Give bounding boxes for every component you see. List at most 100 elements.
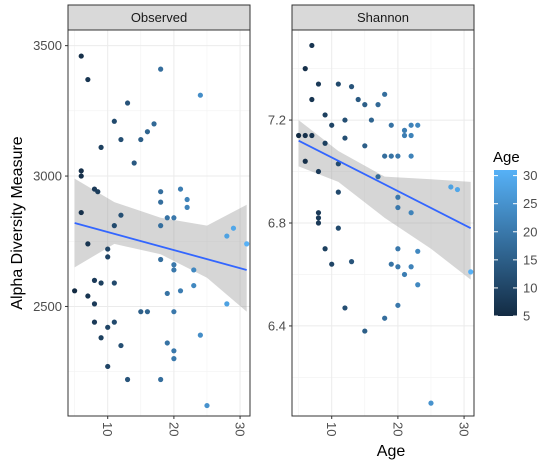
data-point bbox=[395, 153, 401, 159]
data-point bbox=[95, 189, 101, 195]
data-point bbox=[111, 223, 117, 229]
data-point bbox=[408, 264, 414, 270]
data-point bbox=[204, 402, 210, 409]
legend-tick-label: 10 bbox=[523, 280, 537, 295]
data-point bbox=[315, 220, 322, 226]
data-point bbox=[124, 100, 131, 106]
data-point bbox=[78, 168, 84, 174]
legend-colorbar bbox=[494, 170, 517, 316]
data-point bbox=[362, 143, 368, 149]
data-point bbox=[105, 363, 111, 370]
data-point bbox=[164, 340, 170, 346]
data-point bbox=[191, 267, 197, 273]
data-point bbox=[151, 121, 157, 127]
data-point bbox=[131, 160, 137, 166]
data-point bbox=[98, 335, 104, 341]
data-point bbox=[329, 261, 335, 267]
plot-area bbox=[296, 42, 474, 406]
y-tick-label: 6.4 bbox=[268, 318, 286, 333]
legend-tick-label: 5 bbox=[523, 309, 530, 324]
data-point bbox=[164, 215, 170, 221]
y-tick-label: 2500 bbox=[33, 299, 62, 314]
data-point bbox=[348, 259, 355, 265]
data-point bbox=[302, 158, 308, 164]
data-point bbox=[335, 189, 341, 195]
data-point bbox=[322, 140, 328, 146]
data-point bbox=[362, 102, 368, 108]
data-point bbox=[78, 53, 84, 59]
x-tick-label: 20 bbox=[390, 422, 405, 436]
data-point bbox=[322, 112, 328, 118]
data-point bbox=[395, 246, 401, 252]
data-point bbox=[105, 246, 111, 252]
data-point bbox=[197, 92, 203, 98]
data-point bbox=[111, 319, 117, 325]
y-tick-label: 6.8 bbox=[268, 216, 286, 231]
data-point bbox=[158, 189, 164, 195]
y-tick-label: 3000 bbox=[33, 169, 62, 184]
data-point bbox=[105, 324, 111, 330]
data-point bbox=[302, 132, 308, 139]
data-point bbox=[309, 42, 315, 49]
data-point bbox=[408, 132, 414, 139]
x-tick-label: 30 bbox=[233, 422, 248, 436]
data-point bbox=[415, 282, 421, 288]
data-point bbox=[158, 223, 164, 229]
x-tick-label: 10 bbox=[324, 422, 339, 436]
data-point bbox=[375, 174, 381, 180]
data-point bbox=[454, 186, 461, 193]
data-point bbox=[118, 212, 124, 218]
data-point bbox=[401, 132, 408, 139]
panel-background bbox=[68, 30, 250, 416]
data-point bbox=[85, 241, 91, 247]
data-point bbox=[191, 282, 197, 289]
data-point bbox=[85, 293, 91, 299]
data-point bbox=[395, 302, 401, 308]
data-point bbox=[230, 225, 237, 231]
x-tick-label: 20 bbox=[166, 422, 181, 436]
data-point bbox=[118, 342, 124, 349]
data-point bbox=[355, 96, 361, 103]
data-point bbox=[78, 173, 84, 179]
data-point bbox=[315, 210, 322, 216]
data-point bbox=[342, 117, 348, 123]
data-point bbox=[171, 309, 177, 315]
data-point bbox=[177, 186, 184, 192]
strip-label: Shannon bbox=[357, 10, 409, 25]
data-point bbox=[118, 136, 124, 143]
data-point bbox=[388, 261, 394, 267]
data-point bbox=[448, 184, 454, 190]
data-point bbox=[296, 132, 302, 139]
data-point bbox=[72, 288, 78, 294]
data-point bbox=[388, 122, 394, 128]
data-point bbox=[309, 96, 315, 103]
data-point bbox=[171, 348, 177, 354]
data-point bbox=[111, 280, 117, 286]
data-point bbox=[315, 81, 322, 87]
y-axis-title: Alpha Diversity Measure bbox=[9, 136, 26, 310]
data-point bbox=[408, 122, 414, 128]
data-point bbox=[468, 269, 474, 275]
data-point bbox=[342, 305, 348, 311]
data-point bbox=[368, 117, 375, 123]
data-point bbox=[78, 209, 84, 216]
data-point bbox=[197, 332, 203, 338]
regression-line bbox=[74, 222, 247, 271]
plot-area bbox=[72, 53, 250, 409]
data-point bbox=[401, 271, 408, 278]
data-point bbox=[184, 204, 190, 210]
data-point bbox=[315, 168, 322, 175]
data-point bbox=[395, 194, 401, 200]
data-point bbox=[158, 376, 164, 383]
legend-tick-label: 15 bbox=[523, 252, 537, 267]
regression-line bbox=[298, 139, 472, 229]
data-point bbox=[144, 309, 151, 315]
legend-tick-label: 20 bbox=[523, 224, 537, 239]
data-point bbox=[335, 81, 341, 87]
data-point bbox=[184, 196, 190, 203]
y-tick-label: 7.2 bbox=[268, 113, 286, 128]
data-point bbox=[98, 280, 104, 286]
strip-label: Observed bbox=[131, 10, 187, 25]
data-point bbox=[164, 290, 170, 297]
data-point bbox=[335, 225, 341, 231]
